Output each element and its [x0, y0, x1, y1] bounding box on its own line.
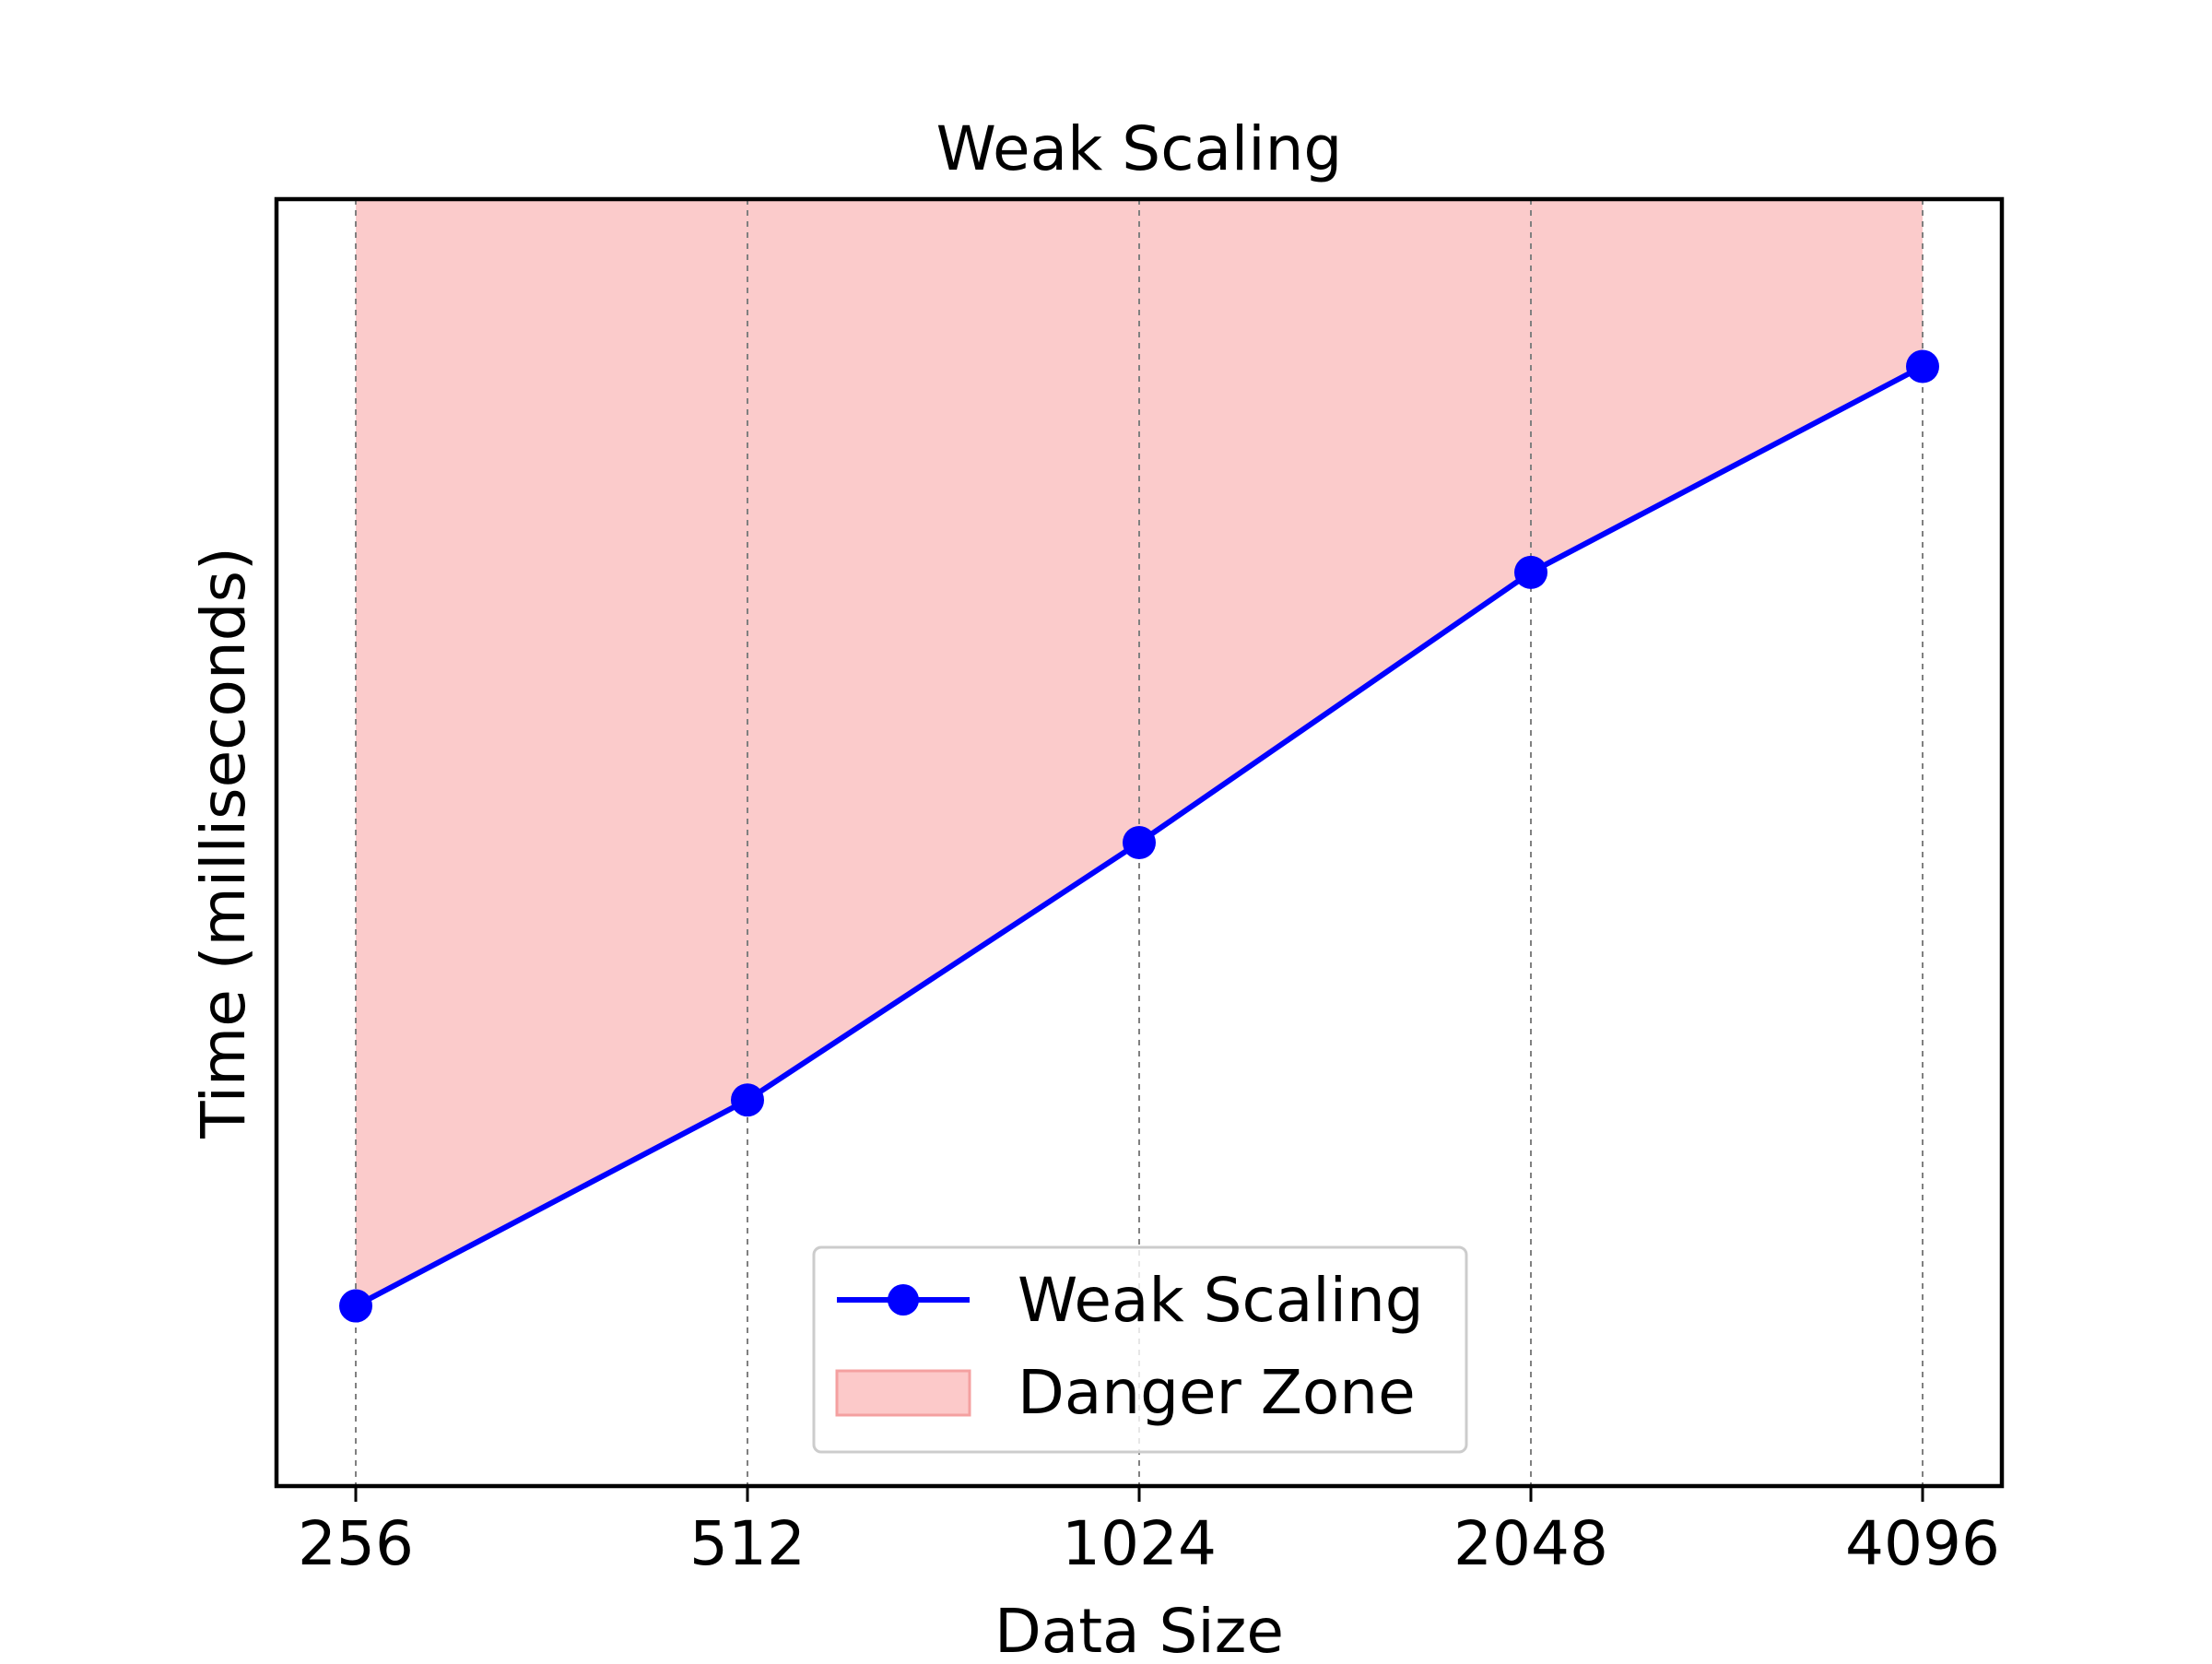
y-axis-label: Time (milliseconds)	[188, 547, 259, 1139]
legend-patch-swatch	[835, 1369, 971, 1417]
x-tick-label-2048: 2048	[1453, 1508, 1608, 1579]
series-layer	[339, 349, 1939, 1323]
legend-label-danger-zone: Danger Zone	[1018, 1357, 1416, 1428]
legend-marker-swatch	[888, 1284, 919, 1316]
x-tick-label-4096: 4096	[1845, 1508, 2000, 1579]
x-tick-label-512: 512	[689, 1508, 806, 1579]
data-point-4096	[1906, 349, 1939, 384]
data-point-2048	[1514, 555, 1547, 589]
data-point-256	[339, 1289, 372, 1323]
legend-label-weak-scaling: Weak Scaling	[1018, 1265, 1424, 1336]
data-point-512	[731, 1083, 764, 1117]
data-point-1024	[1123, 826, 1156, 859]
legend: Weak Scaling Danger Zone	[812, 1245, 1468, 1454]
x-tick-label-1024: 1024	[1062, 1508, 1217, 1579]
x-tick-layer: 256 512 1024 2048 4096	[298, 1486, 2000, 1579]
chart-title: Weak Scaling	[936, 113, 1343, 184]
x-tick-label-256: 256	[298, 1508, 414, 1579]
x-axis-label: Data Size	[994, 1596, 1284, 1659]
legend-box	[812, 1245, 1468, 1454]
